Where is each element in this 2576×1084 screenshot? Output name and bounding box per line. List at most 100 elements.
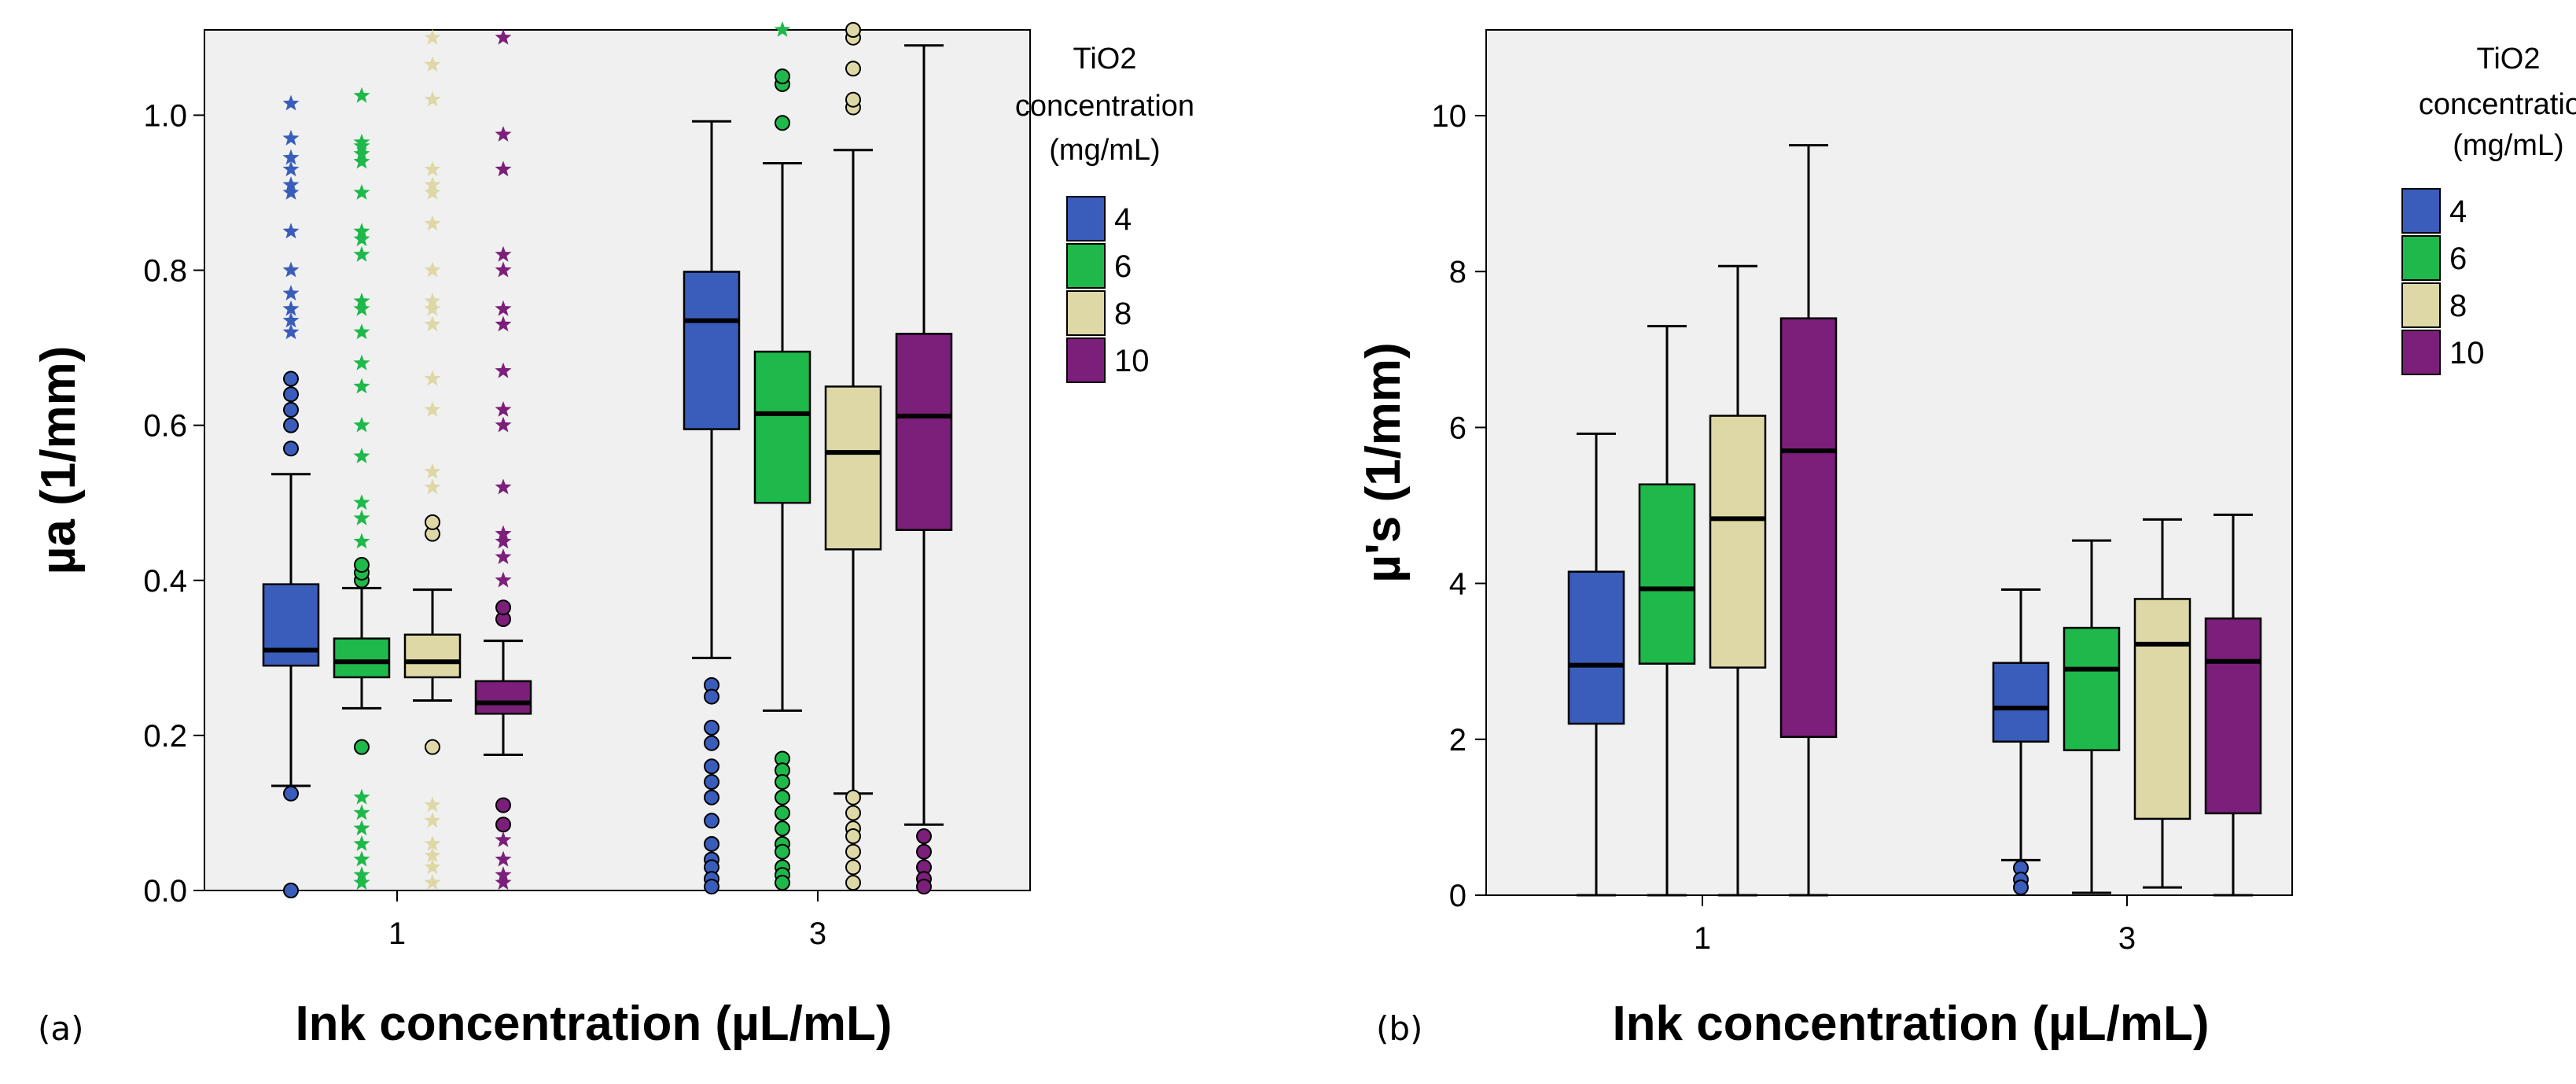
outlier-point xyxy=(845,859,861,876)
outlier-point xyxy=(283,441,299,457)
box-iqr xyxy=(333,637,391,679)
extreme-point xyxy=(424,835,441,851)
outlier-point xyxy=(845,875,861,891)
extreme-point xyxy=(424,478,441,495)
x-axis-title: Ink concentration (µL/mL) xyxy=(1612,997,2209,1051)
legend-swatch-10 xyxy=(2401,330,2441,375)
extreme-point xyxy=(353,874,370,890)
extreme-point xyxy=(424,300,441,316)
box-iqr xyxy=(824,385,882,551)
extreme-point xyxy=(495,245,512,262)
outlier-point xyxy=(704,835,719,852)
box-6-1 xyxy=(333,87,391,890)
outlier-point xyxy=(425,514,440,530)
legend-title-line: (mg/mL) xyxy=(1049,134,1160,167)
extreme-point xyxy=(353,494,370,511)
box-iqr xyxy=(1709,415,1767,669)
legend-swatch-4 xyxy=(2401,188,2441,234)
extreme-point xyxy=(353,245,370,262)
extreme-point xyxy=(424,261,441,278)
extreme-point xyxy=(424,812,441,828)
outlier-point xyxy=(283,883,299,898)
legend-swatch-8 xyxy=(2401,282,2441,328)
extreme-point xyxy=(353,448,370,463)
outlier-point xyxy=(495,817,511,833)
outlier-point xyxy=(354,739,370,755)
extreme-point xyxy=(282,285,300,300)
extreme-point xyxy=(774,21,791,37)
outlier-point xyxy=(775,805,790,821)
y-tick-label: 4 xyxy=(1449,567,1466,602)
outlier-point xyxy=(916,828,932,845)
extreme-point xyxy=(495,126,512,142)
extreme-point xyxy=(495,261,512,278)
extreme-point xyxy=(495,160,512,177)
extreme-point xyxy=(424,796,441,813)
box-8-1 xyxy=(403,28,462,890)
box-iqr xyxy=(1992,662,2050,743)
extreme-point xyxy=(424,293,441,308)
extreme-point xyxy=(353,850,370,867)
extreme-point xyxy=(353,378,370,394)
extreme-point xyxy=(282,160,300,177)
legend-title-line: (mg/mL) xyxy=(2453,129,2563,162)
extreme-point xyxy=(282,300,300,316)
box-6-3 xyxy=(753,21,811,891)
legend-label-8: 8 xyxy=(1114,297,1132,331)
box-6-3 xyxy=(2063,539,2121,894)
box-8-3 xyxy=(824,22,882,891)
outlier-point xyxy=(283,371,299,387)
extreme-point xyxy=(424,56,441,72)
outlier-point xyxy=(283,401,299,418)
box-iqr xyxy=(2063,626,2121,751)
extreme-point xyxy=(353,509,370,525)
y-tick-label: 8 xyxy=(1449,255,1466,289)
outlier-point xyxy=(704,735,719,751)
extreme-point xyxy=(424,184,441,200)
outlier-point xyxy=(775,843,790,860)
box-8-3 xyxy=(2133,518,2191,889)
outlier-point xyxy=(775,774,790,791)
extreme-point xyxy=(353,804,370,820)
outlier-point xyxy=(845,22,861,38)
x-tick-label: 1 xyxy=(388,916,406,951)
y-tick-label: 0.0 xyxy=(143,874,187,909)
y-tick-label: 0.4 xyxy=(143,564,187,599)
x-tick-label: 3 xyxy=(2118,921,2136,956)
outlier-point xyxy=(775,789,790,806)
box-iqr xyxy=(403,633,462,679)
outlier-point xyxy=(845,805,861,821)
legend-title-line: concentration xyxy=(1015,90,1194,123)
legend-swatch-6 xyxy=(2401,235,2441,281)
box-10-1 xyxy=(1779,144,1838,897)
legend-title-line: concentration xyxy=(2419,88,2576,121)
outlier-point xyxy=(845,91,861,108)
box-6-1 xyxy=(1638,325,1696,897)
extreme-point xyxy=(424,858,441,875)
legend-swatch-8 xyxy=(1066,290,1106,336)
outlier-point xyxy=(425,739,440,755)
outlier-point xyxy=(704,774,719,791)
box-10-1 xyxy=(474,28,532,890)
extreme-point xyxy=(424,400,441,417)
extreme-point xyxy=(495,400,512,417)
y-axis-title: µ's (1/mm) xyxy=(1356,342,1411,582)
extreme-point xyxy=(282,94,300,111)
extreme-point xyxy=(495,362,512,378)
extreme-point xyxy=(495,525,512,541)
box-4-1 xyxy=(262,94,320,898)
extreme-point xyxy=(353,323,370,340)
outlier-point xyxy=(704,789,719,806)
extreme-point xyxy=(282,184,300,200)
outlier-point xyxy=(916,843,932,860)
extreme-point xyxy=(424,874,441,890)
outlier-point xyxy=(704,720,719,736)
legend-swatch-4 xyxy=(1066,196,1106,242)
box-iqr xyxy=(262,583,320,667)
extreme-point xyxy=(495,571,512,588)
box-4-3 xyxy=(1992,588,2050,896)
outlier-point xyxy=(845,789,861,806)
extreme-point xyxy=(495,478,512,495)
legend-label-10: 10 xyxy=(2449,336,2485,371)
extreme-point xyxy=(424,315,441,332)
